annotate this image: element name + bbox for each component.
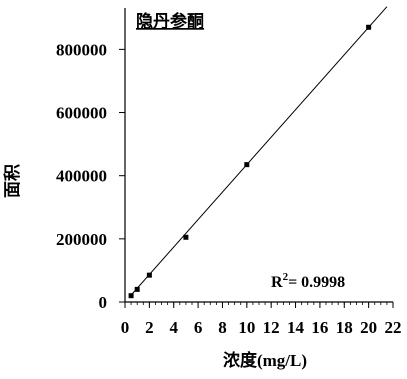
y-axis-title: 面积 (3, 164, 22, 198)
y-tick-label: 600000 (56, 104, 107, 123)
data-point (244, 162, 250, 168)
x-tick-label: 18 (336, 318, 353, 337)
x-tick-label: 0 (121, 318, 130, 337)
x-tick-label: 2 (145, 318, 154, 337)
r-squared-value: = 0.9998 (288, 274, 345, 291)
x-tick-label: 12 (263, 318, 280, 337)
ticks: 0 2 4 6 8 10 12 14 16 18 20 22020000040000060000080… (56, 40, 402, 337)
chart-title: 隐丹参酮 (136, 11, 204, 31)
fit-line (129, 6, 388, 297)
y-tick-label: 200000 (56, 230, 107, 249)
x-tick-label: 8 (218, 318, 227, 337)
x-tick-label: 16 (311, 318, 328, 337)
fit-line-group (129, 6, 388, 297)
x-tick-label: 4 (169, 318, 178, 337)
data-point (183, 234, 189, 240)
y-tick-label: 400000 (56, 167, 107, 186)
y-tick-label: 800000 (56, 40, 107, 59)
x-tick-label: 14 (287, 318, 305, 337)
data-point (128, 293, 134, 299)
x-tick-label: 20 (360, 318, 377, 337)
x-tick-label: 6 (194, 318, 203, 337)
r-squared-symbol: R (271, 274, 283, 291)
x-tick-label: 22 (385, 318, 402, 337)
data-points (128, 24, 372, 299)
data-point (146, 272, 152, 278)
r-squared-annotation: R2= 0.9998 (271, 271, 345, 291)
r-squared-superscript: 2 (283, 271, 289, 283)
x-axis-title: 浓度(mg/L) (223, 350, 307, 370)
data-point (366, 24, 372, 30)
data-point (134, 286, 140, 292)
axes (124, 8, 393, 303)
y-tick-label: 0 (99, 293, 108, 312)
x-tick-label: 10 (238, 318, 255, 337)
